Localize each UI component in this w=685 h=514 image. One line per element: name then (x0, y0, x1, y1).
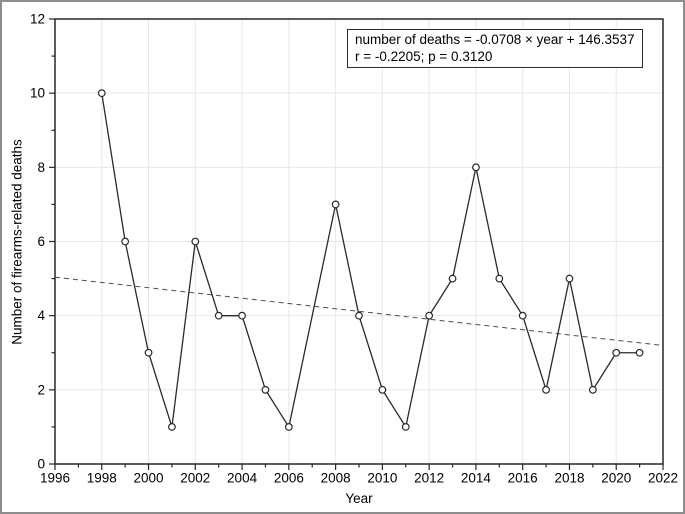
x-tick-label: 2000 (134, 471, 164, 486)
data-point (565, 274, 574, 283)
y-tick-label: 10 (30, 86, 45, 101)
y-tick-label: 6 (37, 234, 45, 249)
x-tick-label: 2018 (554, 471, 584, 486)
x-tick-label: 2020 (601, 471, 631, 486)
data-point (284, 423, 293, 431)
x-tick-label: 2012 (414, 471, 444, 486)
data-point (214, 311, 223, 320)
x-tick-label: 1996 (40, 471, 70, 486)
y-tick-label: 4 (37, 308, 45, 323)
data-point (635, 348, 644, 357)
data-point (518, 311, 527, 320)
y-tick-label: 12 (30, 12, 45, 27)
x-tick-label: 2006 (274, 471, 304, 486)
x-tick-label: 2002 (180, 471, 210, 486)
data-point (612, 348, 621, 357)
data-point (331, 200, 340, 209)
data-point (191, 237, 200, 246)
regression-stats: r = -0.2205; p = 0.3120 (355, 49, 493, 64)
x-tick-label: 1998 (87, 471, 117, 486)
data-point (425, 311, 434, 320)
regression-annotation-box: number of deaths = -0.0708 × year + 146.… (347, 29, 643, 68)
x-tick-label: 2014 (461, 471, 492, 486)
data-point (355, 311, 363, 320)
data-point (588, 385, 597, 394)
data-point (144, 348, 153, 357)
data-point (378, 385, 387, 394)
x-tick-label: 2016 (508, 471, 538, 486)
y-axis-title: Number of firearms-related deaths (9, 139, 25, 345)
data-point (121, 237, 130, 246)
y-tick-label: 2 (37, 382, 45, 397)
x-tick-label: 2022 (648, 471, 678, 486)
data-point (448, 274, 457, 283)
data-point (472, 163, 480, 172)
x-axis-title: Year (345, 491, 373, 506)
y-tick-label: 8 (37, 160, 45, 175)
data-point (401, 423, 410, 431)
data-point (261, 385, 270, 394)
data-point (97, 89, 106, 98)
trend-line (54, 276, 664, 346)
data-point (168, 423, 176, 431)
x-tick-label: 2008 (321, 471, 351, 486)
data-point (495, 274, 504, 283)
regression-equation: number of deaths = -0.0708 × year + 146.… (355, 32, 635, 47)
series-line (101, 93, 640, 429)
y-tick-label: 0 (37, 457, 45, 472)
plot-frame (54, 18, 664, 465)
data-point (542, 385, 550, 394)
x-tick-label: 2010 (367, 471, 397, 486)
data-point (238, 311, 246, 320)
x-tick-label: 2004 (227, 471, 258, 486)
